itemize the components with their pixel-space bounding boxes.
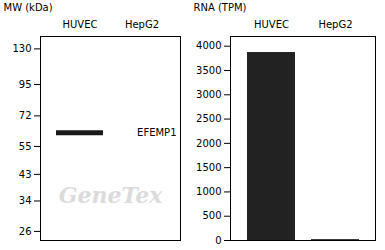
svg-text:34: 34: [19, 195, 32, 206]
svg-text:4000: 4000: [196, 40, 221, 51]
svg-text:RNA (TPM): RNA (TPM): [194, 2, 247, 13]
svg-text:55: 55: [19, 141, 32, 152]
svg-text:HUVEC: HUVEC: [63, 19, 98, 30]
svg-text:26: 26: [19, 226, 32, 237]
svg-text:130: 130: [12, 43, 31, 54]
svg-text:72: 72: [19, 110, 32, 121]
svg-text:3500: 3500: [196, 65, 221, 76]
svg-text:95: 95: [19, 79, 32, 90]
svg-text:EFEMP1: EFEMP1: [137, 127, 176, 138]
svg-text:2500: 2500: [196, 113, 221, 124]
svg-text:500: 500: [202, 210, 221, 221]
svg-text:1500: 1500: [196, 162, 221, 173]
svg-text:HUVEC: HUVEC: [254, 19, 289, 30]
svg-text:GeneTex: GeneTex: [59, 182, 164, 208]
svg-text:HepG2: HepG2: [318, 19, 352, 30]
svg-text:0: 0: [215, 235, 221, 246]
svg-text:HepG2: HepG2: [125, 19, 159, 30]
svg-text:1000: 1000: [196, 186, 221, 197]
svg-text:2000: 2000: [196, 138, 221, 149]
svg-text:3000: 3000: [196, 89, 221, 100]
svg-text:43: 43: [19, 169, 32, 180]
svg-text:MW (kDa): MW (kDa): [4, 2, 53, 13]
